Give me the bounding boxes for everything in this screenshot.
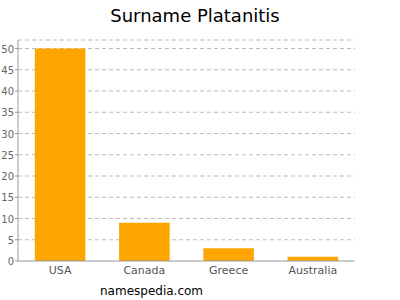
category-label: USA [49, 264, 72, 277]
chart-svg: Surname Platanitis 0 5 10 15 20 25 30 35 40 45 50 US… [0, 0, 400, 300]
tick-label: 50 [1, 44, 14, 55]
tick-label: 0 [8, 256, 14, 267]
chart-container: Surname Platanitis 0 5 10 15 20 25 30 35 40 45 50 US… [0, 0, 400, 300]
bar [288, 257, 339, 261]
y-axis [18, 40, 19, 261]
category-label: Canada [123, 264, 165, 277]
title: Surname Platanitis [110, 5, 280, 26]
source: namespedia.com [100, 284, 203, 298]
tick-label: 10 [1, 214, 14, 225]
x-axis [18, 261, 355, 262]
bar [203, 248, 254, 261]
range-end-line [18, 40, 355, 41]
tick-label: 5 [8, 235, 14, 246]
tick-label: 30 [1, 129, 14, 140]
tick-label: 20 [1, 171, 14, 182]
tick-label: 35 [1, 107, 14, 118]
category-label: Australia [289, 264, 338, 277]
category-label: Greece [209, 264, 248, 277]
tick-label: 45 [1, 65, 14, 76]
bar [119, 223, 170, 261]
bars [35, 49, 338, 262]
tick-label: 40 [1, 86, 14, 97]
tick-label: 25 [1, 150, 14, 161]
bar [35, 49, 86, 262]
tick-label: 15 [1, 192, 14, 203]
